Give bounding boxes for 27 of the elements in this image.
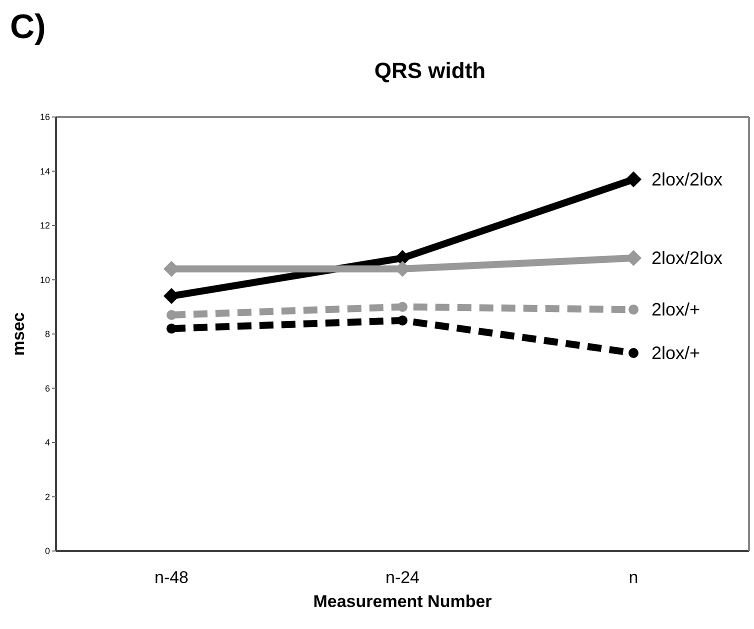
point [628,304,638,315]
x-tick-label: n-24 [385,568,420,588]
x-tick-label: n [628,568,638,588]
y-tick-label: 4 [44,438,50,448]
chart-title: QRS width [373,58,487,84]
y-tick-label: 14 [40,166,50,176]
point [166,324,176,334]
y-tick-label: 16 [40,112,50,122]
y-tick-label: 12 [40,220,50,231]
point [398,315,408,326]
series-label: 2lox/2lox [652,169,723,190]
y-tick-label: 8 [44,329,50,340]
series-label: 2lox/2lox [652,248,723,268]
y-tick-label: 0 [44,546,50,556]
series-label: 2lox/+ [652,342,700,363]
y-tick-label: 2 [44,492,50,502]
y-tick-label: 10 [40,274,50,285]
y-tick-label: 6 [44,383,50,394]
x-tick-label: n-48 [154,568,189,588]
y-axis-title: msec [9,312,28,356]
series-label: 2lox/+ [652,300,700,320]
text: C) [10,8,46,47]
point [626,171,642,188]
x-axis-title: Measurement Number [313,592,492,611]
point [398,302,408,312]
point [628,348,638,358]
point [166,310,176,320]
